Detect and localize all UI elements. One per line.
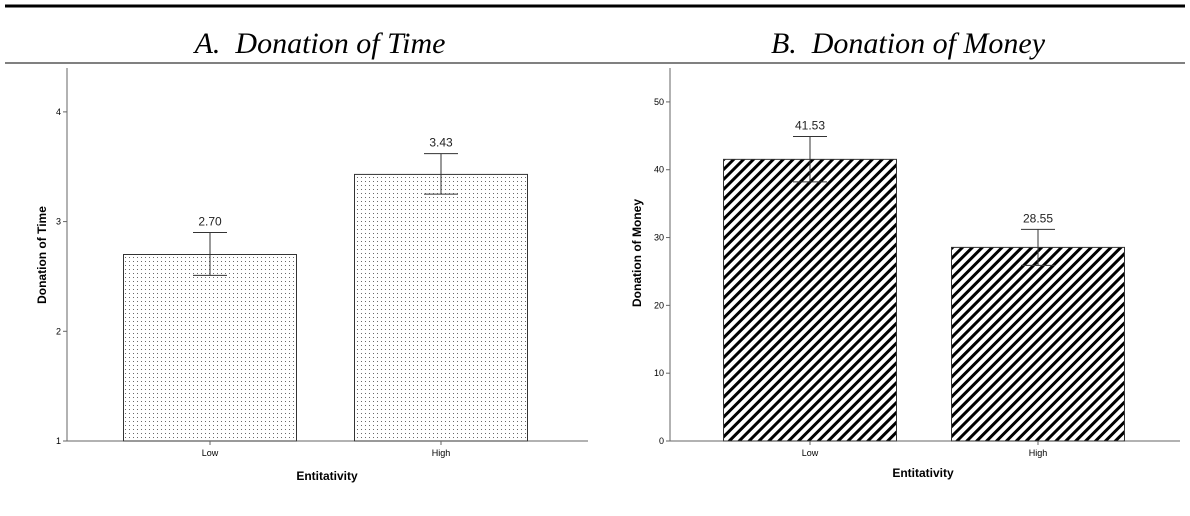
panel-b-x-axis-title: Entitativity: [892, 466, 954, 480]
panel-a-y-tick-label: 3: [56, 217, 61, 227]
panel-b-data-label: 28.55: [1023, 211, 1053, 225]
panel-a-data-label: 3.43: [429, 136, 453, 150]
panel-a-bar-low: [123, 254, 297, 442]
panel-b-y-tick-label: 0: [659, 436, 664, 446]
panel-a-y-axis-title: Donation of Time: [35, 206, 49, 304]
panel-a-y-tick-label: 1: [56, 436, 61, 446]
panel-b-y-tick-label: 50: [654, 97, 664, 107]
panel-b-x-tick-label: High: [1029, 448, 1048, 458]
panel-a-x-tick-label: Low: [202, 448, 219, 458]
panel-b-y-axis-title: Donation of Money: [630, 199, 644, 307]
panel-b-y-tick-label: 20: [654, 300, 664, 310]
panel-a-data-label: 2.70: [198, 215, 222, 229]
panel-b-y-tick-label: 30: [654, 233, 664, 243]
panel-a-bar-high: [354, 173, 528, 442]
panel-b-bar-low: [723, 158, 897, 442]
panel-a-x-tick-label: High: [432, 448, 451, 458]
panel-b-y-tick-label: 40: [654, 165, 664, 175]
panel-a-title: A. Donation of Time: [193, 27, 446, 60]
panel-a-chart: Donation of Time Entitativity 1 2 3 4 2.70 Lo…: [35, 68, 588, 483]
panel-a-y-tick-label: 2: [56, 326, 61, 336]
panel-b-data-label: 41.53: [795, 118, 825, 132]
panel-a-y-tick-label: 4: [56, 107, 61, 117]
panel-b-x-tick-label: Low: [802, 448, 819, 458]
panel-b-chart: Donation of Money Entitativity 0 10 20 30 40…: [630, 68, 1180, 480]
panel-b-title: B. Donation of Money: [771, 27, 1046, 60]
panel-b-bar-high: [951, 246, 1125, 442]
panel-b-y-tick-label: 10: [654, 368, 664, 378]
panel-a-x-axis-title: Entitativity: [296, 469, 358, 483]
